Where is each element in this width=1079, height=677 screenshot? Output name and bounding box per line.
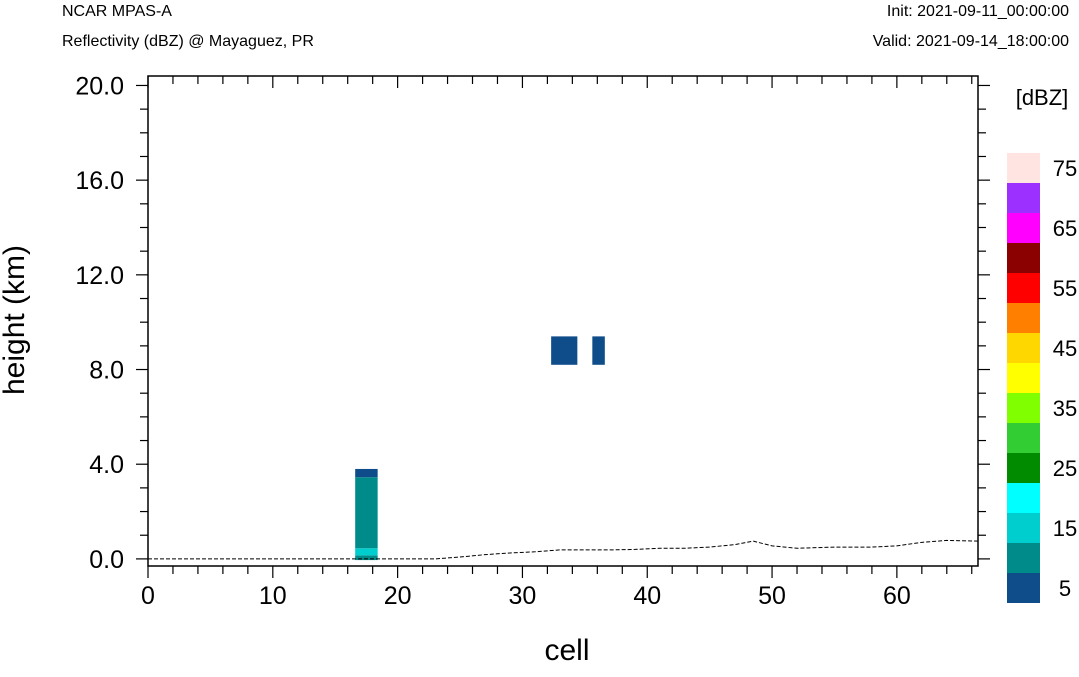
colorbar-swatch: [1007, 303, 1040, 333]
y-tick-label: 20.0: [75, 72, 124, 100]
reflectivity-cell: [355, 555, 378, 561]
y-tick-label: 16.0: [75, 167, 124, 195]
x-tick-label: 20: [384, 582, 412, 610]
reflectivity-cell: [355, 548, 378, 556]
colorbar-swatch: [1007, 423, 1040, 453]
x-tick-label: 10: [259, 582, 287, 610]
x-tick-labels: 0 10 20 30 40 50 60: [141, 582, 911, 610]
colorbar-title: [dBZ]: [1016, 85, 1069, 110]
valid-time: Valid: 2021-09-14_18:00:00: [873, 33, 1069, 50]
colorbar-tick-label: 5: [1059, 576, 1071, 601]
plot-frame: [147, 75, 979, 567]
y-tick-label: 4.0: [89, 451, 124, 479]
colorbar: [1007, 153, 1040, 603]
terrain-line: [148, 539, 979, 560]
reflectivity-cell: [592, 336, 605, 365]
colorbar-swatch: [1007, 243, 1040, 273]
colorbar-labels: 5 15 25 35 45 55 65 75: [1053, 156, 1077, 601]
colorbar-tick-label: 35: [1053, 396, 1077, 421]
y-tick-label: 0.0: [89, 546, 124, 574]
colorbar-tick-label: 15: [1053, 516, 1077, 541]
terrain-profile: [148, 539, 979, 560]
colorbar-tick-label: 25: [1053, 456, 1077, 481]
x-tick-label: 0: [141, 582, 155, 610]
x-axis-label: cell: [544, 634, 589, 667]
reflectivity-cell: [355, 468, 378, 478]
x-tick-label: 30: [509, 582, 537, 610]
colorbar-swatch: [1007, 573, 1040, 603]
reflectivity-cells: [355, 336, 605, 561]
x-tick-label: 40: [633, 582, 661, 610]
colorbar-tick-label: 75: [1053, 156, 1077, 181]
colorbar-swatch: [1007, 453, 1040, 483]
colorbar-swatch: [1007, 543, 1040, 573]
colorbar-swatch: [1007, 273, 1040, 303]
y-tick-labels: 0.0 4.0 8.0 12.0 16.0 20.0: [75, 72, 124, 573]
colorbar-swatch: [1007, 363, 1040, 393]
colorbar-swatch: [1007, 483, 1040, 513]
colorbar-swatch: [1007, 333, 1040, 363]
y-tick-label: 8.0: [89, 357, 124, 385]
colorbar-swatch: [1007, 183, 1040, 213]
colorbar-tick-label: 45: [1053, 336, 1077, 361]
x-tick-label: 50: [758, 582, 786, 610]
x-tick-label: 60: [883, 582, 911, 610]
colorbar-swatch: [1007, 153, 1040, 183]
reflectivity-cell: [355, 477, 378, 549]
axis-ticks: [136, 76, 990, 578]
init-time: Init: 2021-09-11_00:00:00: [887, 3, 1069, 20]
field-title: Reflectivity (dBZ) @ Mayaguez, PR: [62, 33, 314, 50]
y-tick-label: 12.0: [75, 262, 124, 290]
model-title: NCAR MPAS-A: [62, 3, 172, 20]
reflectivity-cell: [551, 336, 578, 365]
colorbar-swatch: [1007, 393, 1040, 423]
colorbar-tick-label: 65: [1053, 216, 1077, 241]
y-axis-label: height (km): [0, 245, 31, 395]
colorbar-swatch: [1007, 213, 1040, 243]
colorbar-swatch: [1007, 513, 1040, 543]
colorbar-tick-label: 55: [1053, 276, 1077, 301]
